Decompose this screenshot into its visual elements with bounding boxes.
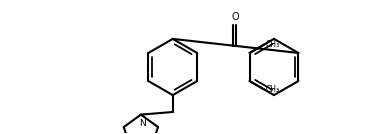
Text: O: O <box>232 12 239 22</box>
Text: N: N <box>139 120 146 129</box>
Text: CH₃: CH₃ <box>266 40 280 49</box>
Text: CH₃: CH₃ <box>266 85 280 94</box>
